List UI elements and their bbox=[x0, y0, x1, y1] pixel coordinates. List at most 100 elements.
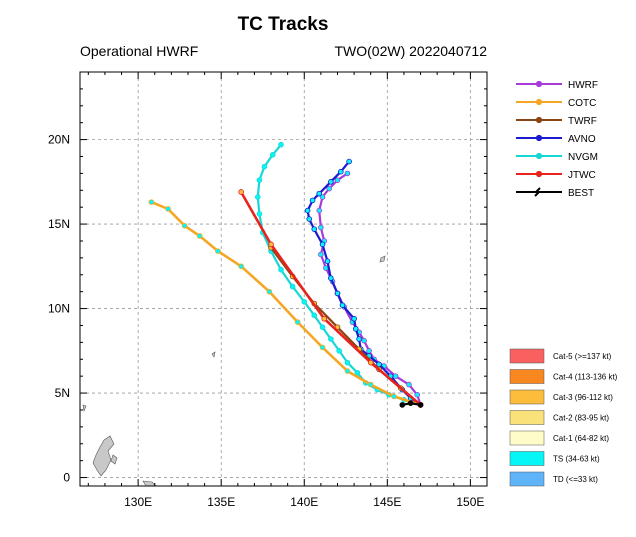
y-tick-label: 20N bbox=[48, 133, 70, 147]
track-point-cotc bbox=[294, 319, 301, 325]
legend-label: AVNO bbox=[568, 134, 596, 145]
track-point-best bbox=[407, 400, 414, 407]
legend-marker bbox=[535, 152, 543, 160]
track-point-jtwc bbox=[268, 241, 274, 248]
intensity-legend: Cat-5 (>=137 kt) Cat-4 (113-136 kt) Cat-3 … bbox=[509, 348, 618, 487]
track-line-cotc bbox=[150, 200, 421, 407]
track-point-cotc bbox=[391, 393, 397, 400]
y-tick-label: 10N bbox=[48, 302, 70, 316]
track-point-nvgm bbox=[328, 336, 334, 342]
track-point-cotc bbox=[238, 263, 244, 270]
track-line-twrf bbox=[270, 247, 422, 406]
track-point-avno bbox=[338, 168, 344, 175]
track-point-cotc bbox=[367, 381, 374, 388]
grid bbox=[80, 72, 487, 486]
track-point-cotc bbox=[215, 248, 221, 254]
land-mass bbox=[142, 480, 157, 487]
track-point-hwrf bbox=[406, 381, 412, 388]
intensity-label: Cat-5 (>=137 kt) bbox=[553, 352, 612, 361]
track-point-nvgm bbox=[344, 359, 351, 366]
track-point-avno bbox=[316, 190, 323, 197]
track-point-nvgm bbox=[256, 177, 263, 183]
track-point-nvgm bbox=[336, 348, 342, 354]
track-point-avno bbox=[306, 216, 313, 222]
legend-label: TWRF bbox=[568, 116, 597, 127]
track-line-hwrf bbox=[318, 172, 422, 406]
track-point-avno bbox=[352, 326, 359, 332]
model-legend: HWRF COTC TWRF AVNO NVGM JTWC BEST bbox=[516, 80, 598, 199]
track-point-hwrf bbox=[366, 348, 372, 354]
track-point-nvgm bbox=[354, 369, 361, 376]
legend-label: NVGM bbox=[568, 152, 598, 163]
track-point-nvgm bbox=[261, 163, 268, 170]
land-mass bbox=[92, 435, 115, 477]
legend-marker bbox=[535, 134, 543, 142]
intensity-swatch bbox=[509, 410, 545, 425]
x-tick-label: 135E bbox=[207, 495, 235, 509]
track-point-nvgm bbox=[278, 266, 284, 273]
track-line-nvgm bbox=[256, 144, 421, 406]
intensity-swatch bbox=[509, 369, 545, 384]
land-mass bbox=[110, 454, 118, 465]
legend-marker bbox=[535, 80, 543, 88]
intensity-label: Cat-1 (64-82 kt) bbox=[553, 434, 609, 443]
track-point-cotc bbox=[319, 344, 326, 351]
track-point-hwrf bbox=[318, 251, 324, 258]
legend-label: HWRF bbox=[568, 80, 598, 91]
legend-label: JTWC bbox=[568, 170, 596, 181]
track-point-nvgm bbox=[278, 141, 284, 148]
track-point-avno bbox=[311, 226, 318, 232]
track-point-best bbox=[399, 402, 406, 408]
track-point-avno bbox=[319, 241, 326, 248]
track-point-avno bbox=[334, 290, 341, 297]
storm-subtitle: TWO(02W) 2022040712 bbox=[334, 43, 487, 59]
track-point-avno bbox=[304, 207, 311, 214]
x-tick-label: 140E bbox=[290, 495, 318, 509]
intensity-label: TS (34-63 kt) bbox=[553, 455, 600, 464]
track-point-avno bbox=[339, 302, 346, 308]
y-tick-label: 5N bbox=[55, 386, 70, 400]
legend-marker bbox=[535, 116, 543, 124]
y-tick-label: 0 bbox=[63, 471, 70, 485]
legend-label: COTC bbox=[568, 98, 596, 109]
track-point-avno bbox=[309, 197, 316, 204]
track-point-hwrf bbox=[361, 337, 367, 344]
track-point-hwrf bbox=[319, 194, 326, 200]
track-lines bbox=[148, 141, 424, 408]
track-point-jtwc bbox=[367, 359, 374, 366]
track-point-nvgm bbox=[301, 299, 308, 305]
track-point-cotc bbox=[148, 199, 155, 205]
intensity-label: Cat-2 (83-95 kt) bbox=[553, 414, 609, 423]
intensity-swatch bbox=[509, 451, 545, 466]
track-point-nvgm bbox=[289, 283, 296, 290]
intensity-label: Cat-3 (96-112 kt) bbox=[553, 393, 613, 402]
chart-title: TC Tracks bbox=[238, 14, 329, 35]
land-mass bbox=[379, 255, 386, 263]
track-point-avno bbox=[376, 361, 382, 368]
track-point-hwrf bbox=[334, 177, 341, 183]
track-point-cotc bbox=[165, 206, 171, 212]
intensity-swatch bbox=[509, 389, 545, 405]
track-point-nvgm bbox=[311, 312, 318, 319]
x-tick-label: 145E bbox=[373, 495, 401, 509]
track-point-nvgm bbox=[256, 211, 263, 217]
track-point-nvgm bbox=[269, 152, 276, 158]
hurricane-symbol-icon bbox=[533, 187, 542, 197]
track-point-hwrf bbox=[318, 224, 324, 231]
y-tick-label: 15N bbox=[48, 217, 70, 231]
x-tick-label: 150E bbox=[456, 495, 484, 509]
track-point-cotc bbox=[196, 233, 203, 239]
track-point-avno bbox=[328, 275, 334, 281]
intensity-swatch bbox=[509, 430, 545, 446]
track-point-jtwc bbox=[321, 315, 328, 322]
track-point-best bbox=[417, 402, 424, 408]
intensity-swatch bbox=[509, 471, 545, 487]
land-mass bbox=[211, 351, 216, 358]
track-point-avno bbox=[328, 179, 334, 185]
land-masses bbox=[82, 255, 386, 487]
land-mass bbox=[82, 404, 87, 413]
model-subtitle: Operational HWRF bbox=[80, 43, 198, 59]
x-tick-label: 130E bbox=[124, 495, 152, 509]
intensity-label: Cat-4 (113-136 kt) bbox=[553, 373, 618, 382]
